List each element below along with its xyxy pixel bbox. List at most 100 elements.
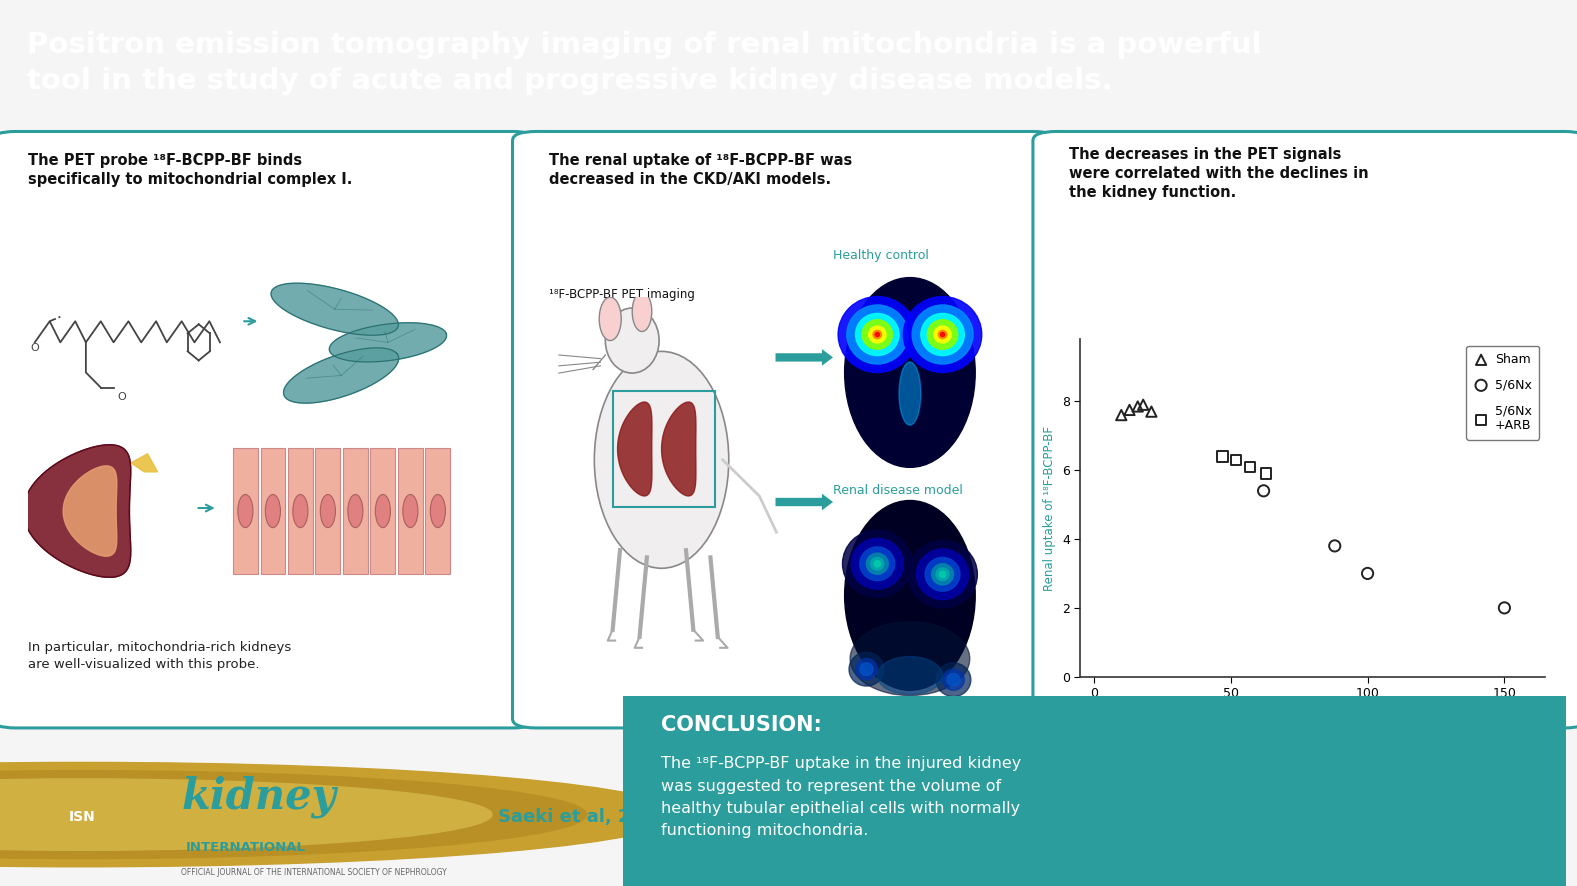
X-axis label: BUN (mg/dL): BUN (mg/dL): [1271, 703, 1355, 716]
Circle shape: [937, 568, 949, 580]
Circle shape: [847, 305, 908, 364]
Circle shape: [842, 530, 912, 597]
Ellipse shape: [845, 277, 975, 468]
Ellipse shape: [238, 494, 252, 528]
Circle shape: [916, 549, 968, 600]
Ellipse shape: [606, 308, 659, 373]
FancyBboxPatch shape: [0, 131, 536, 728]
Circle shape: [837, 297, 916, 372]
Bar: [344, 447, 367, 574]
Circle shape: [0, 779, 492, 851]
5/6Nx
+ARB: [1238, 460, 1263, 474]
Text: In particular, mitochondria-rich kidneys
are well-visualized with this probe.: In particular, mitochondria-rich kidneys…: [28, 641, 292, 671]
Circle shape: [940, 571, 946, 578]
Text: The decreases in the PET signals
were correlated with the declines in
the kidney: The decreases in the PET signals were co…: [1069, 146, 1369, 200]
Polygon shape: [662, 402, 695, 496]
Ellipse shape: [845, 501, 975, 690]
Circle shape: [926, 557, 960, 591]
Circle shape: [938, 330, 946, 338]
Ellipse shape: [293, 494, 308, 528]
Polygon shape: [271, 284, 399, 335]
Ellipse shape: [632, 291, 651, 331]
Bar: [613, 391, 716, 507]
Circle shape: [871, 557, 883, 570]
Ellipse shape: [599, 297, 621, 340]
Circle shape: [848, 652, 883, 686]
Circle shape: [946, 673, 960, 686]
Text: Healthy control: Healthy control: [833, 249, 929, 262]
Circle shape: [875, 332, 880, 337]
Text: ¹⁸F-BCPP-BF PET imaging: ¹⁸F-BCPP-BF PET imaging: [549, 288, 695, 301]
Text: Kidney function: Kidney function: [1258, 744, 1367, 758]
5/6Nx: [1251, 484, 1276, 498]
Polygon shape: [284, 348, 399, 403]
Ellipse shape: [402, 494, 418, 528]
FancyArrowPatch shape: [199, 505, 213, 511]
Ellipse shape: [349, 494, 363, 528]
Text: OFFICIAL JOURNAL OF THE INTERNATIONAL SOCIETY OF NEPHROLOGY: OFFICIAL JOURNAL OF THE INTERNATIONAL SO…: [181, 867, 448, 877]
Circle shape: [904, 297, 982, 372]
Circle shape: [908, 540, 978, 608]
Circle shape: [0, 771, 587, 859]
Circle shape: [940, 332, 945, 337]
Bar: [233, 447, 257, 574]
Bar: [315, 447, 341, 574]
FancyArrowPatch shape: [776, 349, 833, 366]
Circle shape: [932, 563, 954, 585]
Bar: [397, 447, 423, 574]
Text: Renal disease model: Renal disease model: [833, 484, 962, 497]
Text: O: O: [30, 344, 39, 354]
Polygon shape: [24, 445, 131, 578]
Polygon shape: [618, 402, 651, 496]
Circle shape: [874, 561, 880, 567]
Sham: [1139, 405, 1164, 419]
FancyArrowPatch shape: [776, 494, 833, 510]
Sham: [1131, 398, 1156, 412]
5/6Nx
+ARB: [1254, 467, 1279, 481]
Polygon shape: [63, 466, 117, 556]
Polygon shape: [131, 454, 158, 472]
Bar: [371, 447, 396, 574]
Circle shape: [912, 305, 973, 364]
Text: INTERNATIONAL: INTERNATIONAL: [186, 841, 306, 854]
Ellipse shape: [899, 362, 921, 425]
Ellipse shape: [431, 494, 445, 528]
Circle shape: [874, 330, 882, 338]
5/6Nx
+ARB: [1224, 453, 1249, 467]
FancyArrowPatch shape: [244, 318, 255, 324]
Circle shape: [921, 314, 965, 355]
Text: Positron emission tomography imaging of renal mitochondria is a powerful
tool in: Positron emission tomography imaging of …: [27, 31, 1262, 95]
Text: O: O: [118, 392, 126, 401]
Circle shape: [927, 320, 957, 349]
Circle shape: [937, 663, 971, 696]
Text: The ¹⁸F-BCPP-BF uptake in the injured kidney
was suggested to represent the volu: The ¹⁸F-BCPP-BF uptake in the injured ki…: [661, 757, 1020, 838]
Ellipse shape: [595, 352, 729, 568]
Text: CONCLUSION:: CONCLUSION:: [661, 714, 822, 734]
Text: ISN: ISN: [69, 811, 95, 824]
Ellipse shape: [320, 494, 336, 528]
Circle shape: [855, 658, 877, 680]
FancyBboxPatch shape: [1033, 131, 1577, 728]
Ellipse shape: [375, 494, 391, 528]
Sham: [1124, 400, 1150, 414]
5/6Nx
+ARB: [1210, 449, 1235, 463]
Ellipse shape: [850, 622, 970, 696]
FancyBboxPatch shape: [513, 131, 1057, 728]
Text: The PET probe ¹⁸F-BCPP-BF binds
specifically to mitochondrial complex I.: The PET probe ¹⁸F-BCPP-BF binds specific…: [28, 152, 353, 187]
Circle shape: [859, 547, 894, 580]
5/6Nx: [1355, 566, 1380, 580]
Text: Saeki et al, 2020: Saeki et al, 2020: [498, 808, 669, 827]
Sham: [1117, 403, 1142, 417]
5/6Nx: [1322, 539, 1347, 553]
Circle shape: [855, 314, 899, 355]
Text: The renal uptake of ¹⁸F-BCPP-BF was
decreased in the CKD/AKI models.: The renal uptake of ¹⁸F-BCPP-BF was decr…: [549, 152, 852, 187]
Circle shape: [0, 762, 681, 867]
Circle shape: [866, 553, 888, 574]
Circle shape: [934, 326, 951, 343]
Y-axis label: Renal uptake of ¹⁸F-BCPP-BF: Renal uptake of ¹⁸F-BCPP-BF: [1044, 425, 1057, 591]
Polygon shape: [330, 323, 446, 362]
Circle shape: [943, 669, 965, 690]
Bar: [260, 447, 285, 574]
Bar: [289, 447, 312, 574]
Circle shape: [852, 539, 904, 589]
